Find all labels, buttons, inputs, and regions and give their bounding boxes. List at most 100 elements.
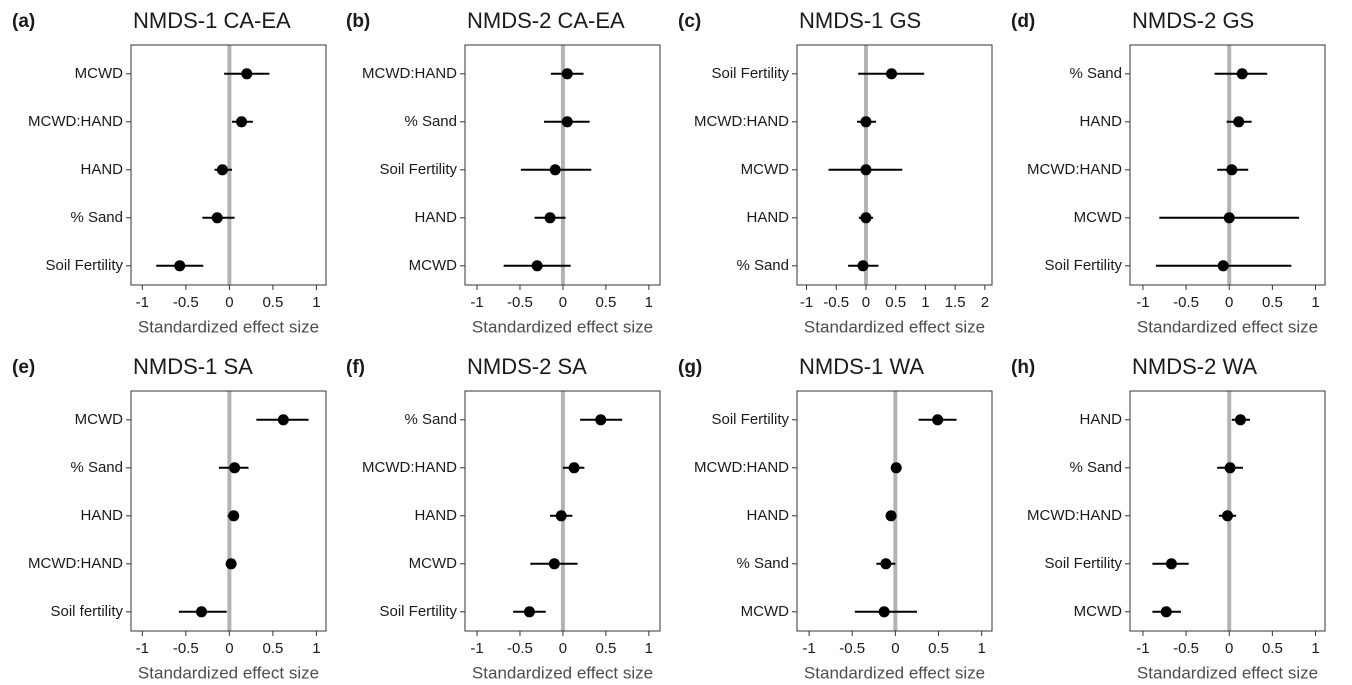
- point: [548, 558, 560, 570]
- point: [860, 212, 872, 224]
- x-tick-label: 0.5: [262, 294, 283, 311]
- point: [860, 116, 872, 128]
- panel-title: NMDS-1 SA: [133, 354, 253, 379]
- point: [1222, 510, 1233, 522]
- x-axis-label: Standardized effect size: [472, 663, 653, 682]
- x-tick-label: -1: [136, 640, 149, 657]
- y-tick-label: HAND: [80, 161, 123, 178]
- panel-label: (d): [1011, 11, 1035, 32]
- x-tick-label: 1: [312, 294, 320, 311]
- y-tick-label: MCWD:HAND: [694, 113, 789, 130]
- y-tick-label: HAND: [414, 507, 457, 524]
- y-tick-label: % Sand: [1069, 65, 1122, 82]
- x-tick-label: 1: [645, 294, 653, 311]
- x-axis-label: Standardized effect size: [472, 317, 653, 336]
- point: [561, 68, 573, 80]
- plot-frame: [130, 390, 327, 632]
- point: [886, 68, 898, 80]
- panel-label: (h): [1011, 357, 1035, 378]
- point: [561, 116, 573, 128]
- point: [1234, 414, 1246, 426]
- point: [531, 260, 543, 272]
- y-tick-label: MCWD:HAND: [1027, 161, 1122, 178]
- x-tick-label: 1: [645, 640, 653, 657]
- x-axis-label: Standardized effect size: [1137, 317, 1318, 336]
- panel-title: NMDS-2 SA: [467, 354, 587, 379]
- x-tick-label: 0: [559, 294, 567, 311]
- x-tick-label: -1: [470, 294, 483, 311]
- y-tick-label: % Sand: [404, 411, 457, 428]
- x-tick-label: 0.5: [1262, 640, 1283, 657]
- point: [555, 510, 567, 522]
- y-tick-label: MCWD: [1074, 603, 1122, 620]
- plot-frame: [130, 44, 327, 286]
- panel-label: (b): [346, 11, 370, 32]
- point: [878, 606, 890, 618]
- x-tick-label: -0.5: [507, 294, 533, 311]
- x-tick-label: -0.5: [823, 294, 849, 311]
- point: [1160, 606, 1172, 618]
- x-tick-label: 1: [921, 294, 929, 311]
- point: [890, 462, 902, 474]
- x-tick-label: 0.5: [595, 294, 616, 311]
- y-tick-label: MCWD:HAND: [28, 113, 123, 130]
- y-tick-label: HAND: [1079, 113, 1122, 130]
- point: [1217, 260, 1229, 272]
- x-tick-label: 1: [1311, 294, 1319, 311]
- x-tick-label: -0.5: [507, 640, 533, 657]
- x-tick-label: 2: [981, 294, 989, 311]
- x-tick-label: 0: [862, 294, 870, 311]
- panel-label: (a): [12, 11, 35, 32]
- x-tick-label: 1.5: [945, 294, 966, 311]
- y-tick-label: HAND: [80, 507, 123, 524]
- point: [568, 462, 580, 474]
- y-tick-label: MCWD:HAND: [362, 65, 457, 82]
- point: [932, 414, 944, 426]
- point: [211, 212, 223, 224]
- y-tick-label: % Sand: [70, 209, 123, 226]
- x-tick-label: -1: [1136, 294, 1149, 311]
- y-tick-label: % Sand: [736, 555, 789, 572]
- point: [1233, 116, 1245, 128]
- point: [1224, 462, 1236, 474]
- point: [225, 558, 237, 570]
- y-tick-label: % Sand: [70, 459, 123, 476]
- panel-label: (g): [678, 357, 702, 378]
- panel-title: NMDS-1 CA-EA: [133, 8, 291, 33]
- point: [241, 68, 253, 80]
- y-tick-label: Soil Fertility: [1044, 257, 1122, 274]
- y-tick-label: MCWD: [741, 603, 789, 620]
- x-tick-label: 1: [312, 640, 320, 657]
- panel-title: NMDS-2 WA: [1132, 354, 1257, 379]
- y-tick-label: Soil Fertility: [711, 65, 789, 82]
- panel-title: NMDS-2 GS: [1132, 8, 1254, 33]
- y-tick-label: MCWD: [409, 555, 457, 572]
- y-tick-label: Soil Fertility: [379, 603, 457, 620]
- point: [1236, 68, 1248, 80]
- x-tick-label: 0.5: [1262, 294, 1283, 311]
- point: [544, 212, 556, 224]
- x-tick-label: -1: [800, 294, 813, 311]
- plot-frame: [796, 44, 993, 286]
- x-axis-label: Standardized effect size: [1137, 663, 1318, 682]
- plot-frame: [1129, 44, 1326, 286]
- plot-frame: [796, 390, 993, 632]
- x-axis-label: Standardized effect size: [138, 663, 319, 682]
- x-tick-label: 0.5: [885, 294, 906, 311]
- x-axis-label: Standardized effect size: [804, 317, 985, 336]
- point: [216, 164, 228, 176]
- y-tick-label: HAND: [746, 507, 789, 524]
- y-tick-label: Soil Fertility: [711, 411, 789, 428]
- point: [196, 606, 208, 618]
- y-tick-label: Soil fertility: [50, 603, 123, 620]
- x-tick-label: -1: [136, 294, 149, 311]
- x-tick-label: -0.5: [1173, 640, 1199, 657]
- y-tick-label: MCWD:HAND: [1027, 507, 1122, 524]
- x-axis-label: Standardized effect size: [804, 663, 985, 682]
- point: [595, 414, 607, 426]
- y-tick-label: Soil Fertility: [379, 161, 457, 178]
- x-tick-label: -0.5: [839, 640, 865, 657]
- x-tick-label: 0.5: [262, 640, 283, 657]
- point: [1223, 212, 1235, 224]
